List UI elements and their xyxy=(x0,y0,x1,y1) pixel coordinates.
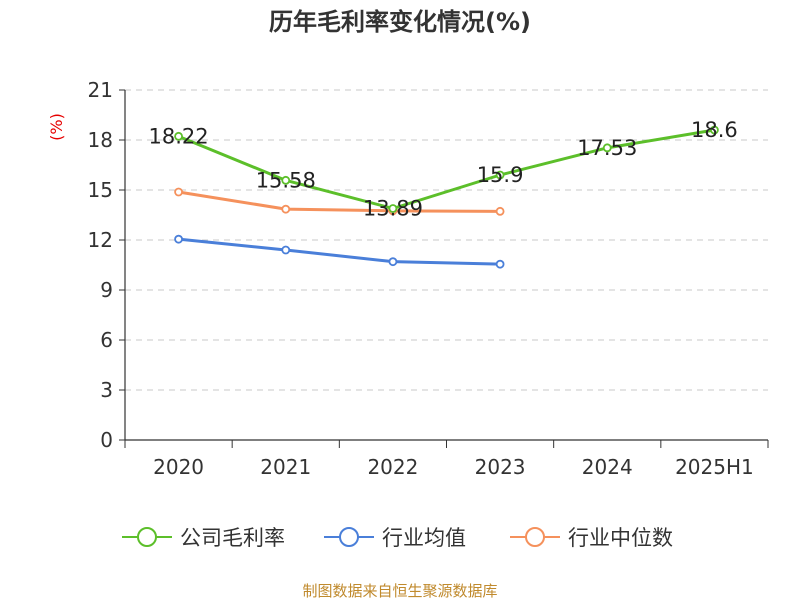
series-line-1 xyxy=(178,237,501,266)
series-point-2 xyxy=(174,187,183,197)
series-line-0 xyxy=(178,128,715,210)
source-note: 制图数据来自恒生聚源数据库 xyxy=(302,582,497,600)
legend-label: 公司毛利率 xyxy=(180,526,285,550)
y-unit-label: (%) xyxy=(47,113,66,141)
data-label: 17.53 xyxy=(577,136,637,160)
series-point-2 xyxy=(495,206,505,216)
series-point-0 xyxy=(710,125,719,135)
data-label: 15.58 xyxy=(256,168,316,192)
series-group xyxy=(174,125,719,269)
y-tick-label: 12 xyxy=(88,228,113,252)
x-tick-label: 2024 xyxy=(582,455,633,479)
y-tick-label: 0 xyxy=(100,428,113,452)
series-point-0 xyxy=(281,175,291,185)
legend-marker-1 xyxy=(339,527,359,547)
legend-label: 行业中位数 xyxy=(568,526,673,550)
y-tick-label: 3 xyxy=(100,378,113,402)
data-label: 18.6 xyxy=(691,118,738,142)
series-point-0 xyxy=(174,131,183,141)
y-tick-label: 6 xyxy=(100,328,113,352)
series-point-1 xyxy=(174,234,183,244)
series-point-0 xyxy=(495,170,505,180)
legend-marker-0 xyxy=(137,527,157,547)
y-tick-label: 9 xyxy=(100,278,113,302)
data-label: 13.89 xyxy=(363,197,423,221)
x-tick-label: 2020 xyxy=(153,455,204,479)
data-labels: 18.22 15.58 13.89 15.9 17.53 18.6 xyxy=(149,118,738,221)
y-tick-label: 21 xyxy=(88,78,113,102)
series-point-1 xyxy=(281,245,291,255)
x-tick-label: 2025H1 xyxy=(675,455,754,479)
chart-title: 历年毛利率变化情况(%) xyxy=(269,8,531,36)
series-point-0 xyxy=(388,204,398,213)
series-point-0 xyxy=(602,143,612,153)
y-tick-label: 18 xyxy=(88,128,113,152)
series-point-1 xyxy=(388,257,398,267)
legend-marker-2 xyxy=(525,527,545,547)
grid-lines xyxy=(125,89,768,391)
legend-label: 行业均值 xyxy=(382,526,466,550)
series-point-2 xyxy=(281,204,291,214)
axes: 0 3 6 9 12 15 18 21 2020 2021 2022 2023 2024 2025H1 xyxy=(88,78,769,479)
y-tick-label: 15 xyxy=(88,178,113,202)
x-tick-label: 2023 xyxy=(475,455,526,479)
x-tick-label: 2021 xyxy=(260,455,311,479)
legend: 公司毛利率 行业均值 行业中位数 xyxy=(122,526,673,550)
data-label: 15.9 xyxy=(477,163,524,187)
data-label: 18.22 xyxy=(149,124,209,148)
series-point-1 xyxy=(495,259,505,269)
x-tick-label: 2022 xyxy=(367,455,418,479)
series-line-2 xyxy=(178,190,501,213)
